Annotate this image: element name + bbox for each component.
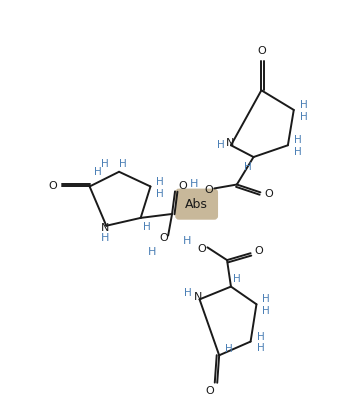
Text: H: H — [217, 140, 225, 150]
Text: N: N — [101, 223, 110, 233]
Text: H: H — [294, 135, 302, 145]
Text: O: O — [48, 181, 57, 192]
Text: O: O — [160, 233, 168, 243]
Text: H: H — [294, 147, 302, 157]
Text: H: H — [101, 159, 109, 169]
Text: H: H — [300, 112, 307, 122]
Text: H: H — [157, 177, 164, 186]
Text: H: H — [225, 344, 233, 354]
Text: O: O — [179, 181, 187, 190]
Text: H: H — [263, 294, 270, 305]
Text: H: H — [148, 247, 157, 257]
FancyBboxPatch shape — [176, 190, 217, 219]
Text: O: O — [205, 386, 214, 395]
Text: O: O — [257, 46, 266, 56]
Text: N: N — [193, 292, 202, 303]
Text: H: H — [257, 343, 264, 354]
Text: H: H — [157, 189, 164, 199]
Text: O: O — [197, 244, 206, 254]
Text: N: N — [226, 138, 234, 148]
Text: H: H — [244, 162, 252, 172]
Text: H: H — [184, 288, 192, 299]
Text: H: H — [190, 179, 198, 188]
Text: H: H — [94, 167, 101, 177]
Text: H: H — [257, 332, 264, 342]
Text: H: H — [119, 159, 127, 169]
Text: O: O — [254, 246, 263, 256]
Text: H: H — [300, 100, 307, 110]
Text: O: O — [264, 189, 273, 199]
Text: O: O — [204, 185, 213, 196]
Text: H: H — [263, 306, 270, 316]
Text: Abs: Abs — [185, 198, 208, 211]
Text: H: H — [233, 274, 241, 284]
Text: H: H — [183, 237, 191, 246]
Text: H: H — [101, 233, 110, 243]
Text: H: H — [143, 222, 151, 232]
